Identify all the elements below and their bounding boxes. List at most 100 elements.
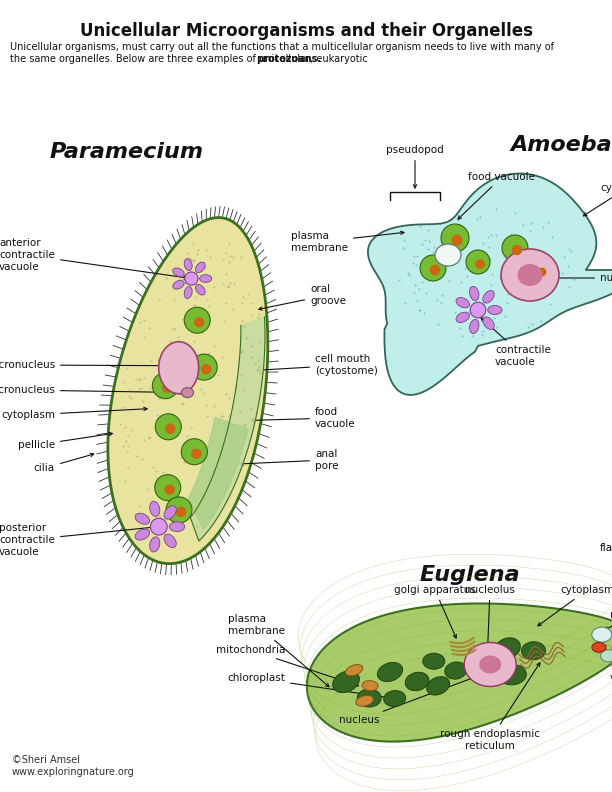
Ellipse shape xyxy=(184,287,192,299)
Ellipse shape xyxy=(152,373,178,398)
Ellipse shape xyxy=(483,291,494,303)
Ellipse shape xyxy=(518,264,542,286)
Text: mitochondria: mitochondria xyxy=(215,645,359,687)
Ellipse shape xyxy=(150,537,160,552)
Ellipse shape xyxy=(420,255,446,281)
Polygon shape xyxy=(108,218,268,564)
Ellipse shape xyxy=(501,249,559,301)
Polygon shape xyxy=(307,604,612,741)
Text: cilia: cilia xyxy=(34,453,94,473)
Ellipse shape xyxy=(191,354,217,380)
Ellipse shape xyxy=(427,676,450,695)
Ellipse shape xyxy=(195,284,205,295)
Ellipse shape xyxy=(600,649,612,662)
Text: contractile
vacuole: contractile vacuole xyxy=(610,658,612,683)
Ellipse shape xyxy=(182,387,193,398)
Ellipse shape xyxy=(356,695,373,706)
Text: nucleus: nucleus xyxy=(340,672,486,725)
Text: flagellum: flagellum xyxy=(600,543,612,615)
Text: food
vacuole: food vacuole xyxy=(252,407,356,428)
Text: eyespot: eyespot xyxy=(603,643,612,653)
Ellipse shape xyxy=(155,474,181,501)
Ellipse shape xyxy=(173,280,184,289)
Ellipse shape xyxy=(201,364,211,375)
Text: ©Sheri Amsel
www.exploringnature.org: ©Sheri Amsel www.exploringnature.org xyxy=(12,756,135,777)
Ellipse shape xyxy=(181,439,207,465)
Ellipse shape xyxy=(488,306,502,314)
Ellipse shape xyxy=(176,507,186,517)
Text: plasma
membrane: plasma membrane xyxy=(228,615,329,687)
Ellipse shape xyxy=(592,627,612,642)
Text: macronucleus: macronucleus xyxy=(0,360,175,370)
Text: Unicellular organisms, must carry out all the functions that a multicellular org: Unicellular organisms, must carry out al… xyxy=(10,42,554,52)
Text: nucleolus: nucleolus xyxy=(465,585,515,655)
Ellipse shape xyxy=(378,662,403,682)
Text: Amoeba: Amoeba xyxy=(510,135,611,155)
Ellipse shape xyxy=(184,307,211,333)
Text: protozoans.: protozoans. xyxy=(256,54,321,64)
Text: oral
groove: oral groove xyxy=(259,284,346,310)
Text: micronucleus: micronucleus xyxy=(0,385,184,395)
Ellipse shape xyxy=(469,287,479,301)
Ellipse shape xyxy=(162,383,173,393)
Ellipse shape xyxy=(475,259,485,268)
Text: posterior
contractile
vacuole: posterior contractile vacuole xyxy=(0,524,155,557)
Ellipse shape xyxy=(456,312,469,322)
Ellipse shape xyxy=(479,656,501,673)
Text: anterior
contractile
vacuole: anterior contractile vacuole xyxy=(0,238,187,279)
Ellipse shape xyxy=(170,522,185,531)
Text: plasma
membrane: plasma membrane xyxy=(291,231,404,253)
Ellipse shape xyxy=(164,534,176,547)
Ellipse shape xyxy=(452,234,463,246)
Ellipse shape xyxy=(483,317,494,329)
Polygon shape xyxy=(368,173,612,395)
Ellipse shape xyxy=(346,664,363,676)
Ellipse shape xyxy=(537,268,547,276)
Text: cell mouth
(cytostome): cell mouth (cytostome) xyxy=(256,354,378,375)
Text: Paramecium: Paramecium xyxy=(50,142,204,162)
Ellipse shape xyxy=(430,265,440,275)
Ellipse shape xyxy=(135,529,150,540)
Ellipse shape xyxy=(135,513,150,524)
Text: cytoplasm: cytoplasm xyxy=(538,585,612,626)
Ellipse shape xyxy=(529,259,551,281)
Text: anal
pore: anal pore xyxy=(240,449,338,470)
Text: nucleus: nucleus xyxy=(552,273,612,283)
Ellipse shape xyxy=(185,272,198,285)
Text: Euglena: Euglena xyxy=(420,565,521,585)
Text: cytoplasm: cytoplasm xyxy=(1,407,147,420)
Text: Unicellular Microorganisms and their Organelles: Unicellular Microorganisms and their Org… xyxy=(80,22,532,40)
Ellipse shape xyxy=(445,662,467,680)
Ellipse shape xyxy=(194,317,204,327)
Ellipse shape xyxy=(333,671,359,693)
Ellipse shape xyxy=(521,642,545,660)
Text: food vacuole: food vacuole xyxy=(458,172,536,219)
Polygon shape xyxy=(188,417,248,530)
Ellipse shape xyxy=(151,518,167,535)
Ellipse shape xyxy=(159,341,199,394)
Ellipse shape xyxy=(502,235,528,261)
Ellipse shape xyxy=(465,642,516,687)
Ellipse shape xyxy=(195,262,205,272)
Ellipse shape xyxy=(466,250,490,274)
Text: contractile
vacuole: contractile vacuole xyxy=(481,318,551,367)
Ellipse shape xyxy=(165,485,175,495)
Ellipse shape xyxy=(155,413,181,440)
Ellipse shape xyxy=(435,244,461,266)
Text: reservoir: reservoir xyxy=(605,610,612,630)
Ellipse shape xyxy=(469,319,479,333)
Ellipse shape xyxy=(362,680,378,691)
Ellipse shape xyxy=(166,497,192,523)
Text: cytoplasm: cytoplasm xyxy=(583,183,612,216)
Ellipse shape xyxy=(191,448,201,459)
Ellipse shape xyxy=(384,691,406,706)
Ellipse shape xyxy=(498,664,526,685)
Ellipse shape xyxy=(456,298,469,308)
Polygon shape xyxy=(190,317,265,541)
Ellipse shape xyxy=(184,259,192,271)
Text: chloroplast: chloroplast xyxy=(227,673,390,699)
Ellipse shape xyxy=(150,501,160,516)
Ellipse shape xyxy=(495,638,520,659)
Ellipse shape xyxy=(165,424,176,434)
Text: pseudopod: pseudopod xyxy=(386,145,444,188)
